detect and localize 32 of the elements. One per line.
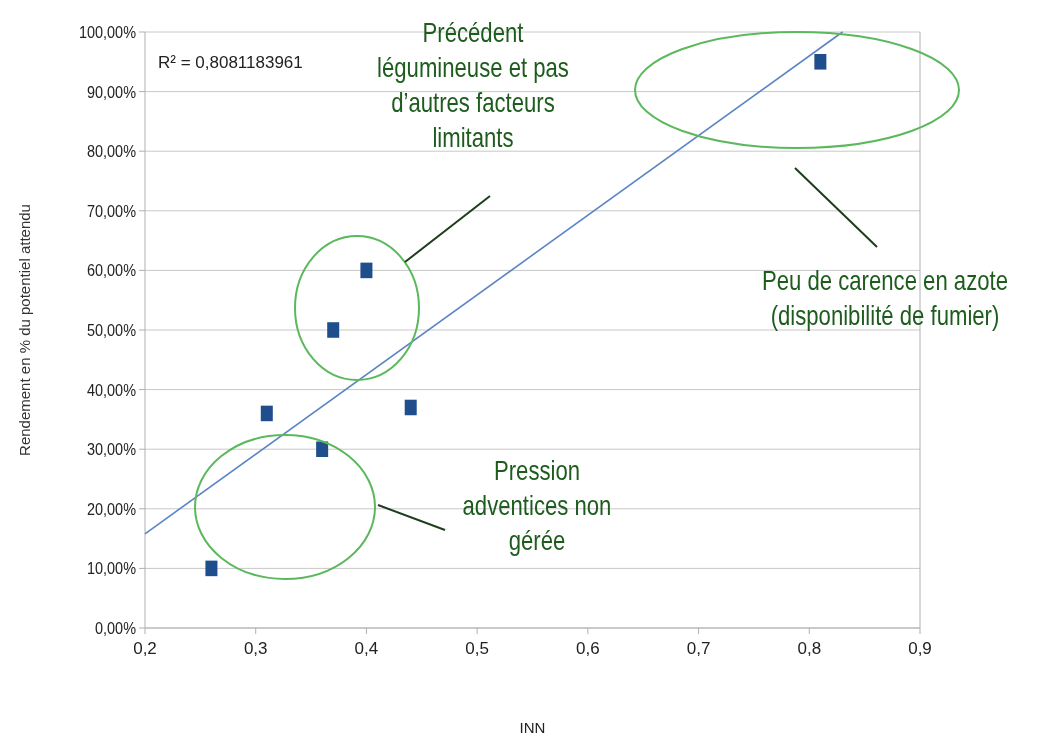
x-tick-label: 0,3: [243, 639, 268, 658]
point: [814, 54, 827, 70]
x-tick-label: 0,9: [908, 639, 932, 658]
annotation: R² = 0,8081183961: [158, 53, 303, 72]
y-tick-label: 40,00%: [87, 380, 136, 399]
x-tick-label: 0,7: [686, 639, 711, 658]
x-tick-label: 0,5: [465, 639, 489, 658]
point: [260, 405, 273, 422]
y-tick-label: 50,00%: [87, 320, 136, 340]
y-tick-label: 70,00%: [87, 201, 136, 220]
y-tick-label: 0,00%: [95, 618, 136, 638]
y-tick-label: 100,00%: [78, 22, 136, 42]
point: [360, 262, 373, 279]
y-tick-label: 90,00%: [87, 82, 136, 101]
y-tick-label: 80,00%: [87, 142, 136, 161]
annotation: Précédent légumineuse et pas d’autres facteurs limitants: [377, 17, 569, 153]
x-axis-title: INN: [519, 719, 546, 736]
point: [205, 560, 218, 577]
x-tick-label: 0,8: [797, 639, 822, 658]
y-tick-label: 60,00%: [87, 261, 136, 280]
x-tick-label: 0,4: [354, 639, 379, 658]
x-tick-label: 0,6: [576, 639, 600, 658]
annotation: Peu de carence en azote (disponibilité de fumier): [761, 265, 1009, 331]
point: [404, 399, 417, 416]
y-tick-label: 10,00%: [87, 559, 136, 578]
annotation: Pression adventices non gérée: [462, 455, 612, 556]
point: [316, 441, 329, 457]
y-axis-title: Rendement en % du potentiel attendu: [16, 204, 33, 456]
x-tick-label: 0,2: [133, 639, 157, 658]
y-tick-label: 30,00%: [87, 440, 136, 459]
y-tick-label: 20,00%: [87, 499, 136, 518]
point: [327, 322, 340, 338]
